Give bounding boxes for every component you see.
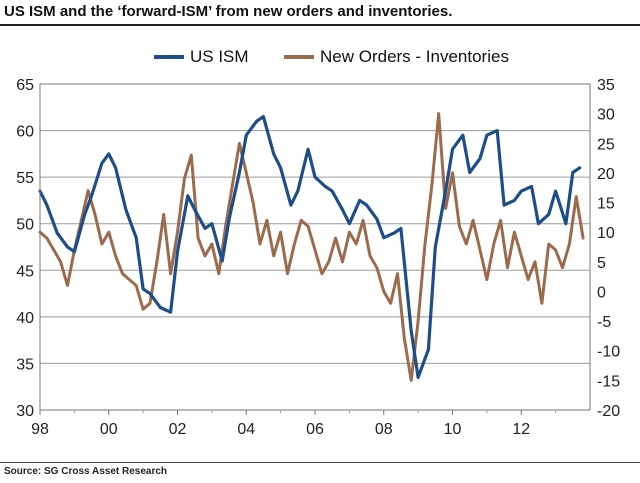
chart-legend: US ISM New Orders - Inventories bbox=[0, 46, 640, 68]
right-axis-tick-label: 30 bbox=[597, 107, 615, 124]
legend-swatch-us-ism bbox=[154, 55, 184, 59]
left-axis-tick-label: 30 bbox=[16, 403, 34, 420]
x-axis-tick-label: 98 bbox=[31, 421, 49, 438]
right-axis-tick-label: 10 bbox=[597, 225, 615, 242]
right-axis-tick-label: -20 bbox=[597, 403, 620, 420]
right-axis-tick-label: -5 bbox=[597, 314, 611, 331]
left-axis-tick-label: 50 bbox=[16, 217, 34, 234]
x-axis-tick-label: 04 bbox=[237, 421, 255, 438]
legend-item-us-ism: US ISM bbox=[154, 46, 249, 68]
right-axis-tick-label: 20 bbox=[597, 166, 615, 183]
x-axis-tick-label: 02 bbox=[169, 421, 187, 438]
legend-label-us-ism: US ISM bbox=[190, 47, 249, 66]
legend-label-new-orders-inventories: New Orders - Inventories bbox=[320, 47, 509, 66]
title-rule bbox=[0, 24, 640, 26]
right-axis-tick-label: 35 bbox=[597, 77, 615, 94]
x-axis-tick-label: 12 bbox=[512, 421, 530, 438]
left-axis-tick-label: 60 bbox=[16, 124, 34, 141]
right-axis-tick-label: -10 bbox=[597, 344, 620, 361]
x-axis-tick-label: 00 bbox=[100, 421, 118, 438]
series-line-us-ism bbox=[38, 114, 582, 379]
series-line-new-orders-inventories bbox=[38, 112, 585, 382]
legend-swatch-new-orders-inventories bbox=[284, 55, 314, 59]
left-axis-tick-label: 45 bbox=[16, 263, 34, 280]
chart-source: Source: SG Cross Asset Research bbox=[4, 466, 168, 477]
right-axis-tick-label: 25 bbox=[597, 136, 615, 153]
left-axis-tick-label: 65 bbox=[16, 77, 34, 94]
left-axis-tick-label: 55 bbox=[16, 170, 34, 187]
left-axis-tick-label: 40 bbox=[16, 310, 34, 327]
chart-title: US ISM and the ‘forward-ISM’ from new or… bbox=[4, 3, 453, 20]
x-axis-tick-label: 08 bbox=[375, 421, 393, 438]
right-axis-tick-label: 15 bbox=[597, 196, 615, 213]
left-axis-tick-label: 35 bbox=[16, 356, 34, 373]
x-axis-tick-label: 06 bbox=[306, 421, 324, 438]
right-axis-tick-label: -15 bbox=[597, 373, 620, 390]
source-rule bbox=[0, 462, 640, 463]
right-axis-tick-label: 5 bbox=[597, 255, 606, 272]
right-axis-tick-label: 0 bbox=[597, 284, 606, 301]
legend-item-new-orders-inventories: New Orders - Inventories bbox=[284, 46, 509, 68]
x-axis-tick-label: 10 bbox=[444, 421, 462, 438]
